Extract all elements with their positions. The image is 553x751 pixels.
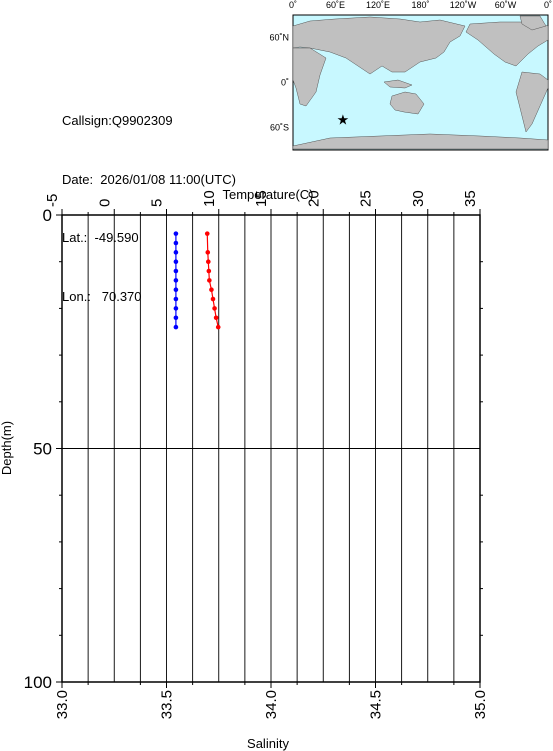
map-lon-label: 120˚W [450,0,477,10]
temperature-data-point [213,315,219,321]
map-lon-label: 0˚ [544,0,552,10]
salinity-data-point [173,259,179,265]
temperature-data-point [209,287,214,293]
top-tick-label: 10 [201,190,218,207]
y-tick-label: 50 [33,440,52,459]
top-tick-label: 20 [305,190,322,207]
callsign-text: Callsign:Q9902309 [62,113,173,128]
date-text: Date: 2026/01/08 11:00(UTC) [62,171,236,187]
top-axis-title: Temperature(C) [222,187,313,202]
salinity-data-point [173,231,179,236]
temperature-data-point [212,306,217,311]
top-tick-label: 0 [96,199,113,207]
land-australia [389,91,425,115]
salinity-data-point [173,287,179,293]
temperature-data-point [210,296,216,302]
map-lon-label: 0˚ [289,0,297,10]
salinity-data-point [173,306,179,311]
temperature-data-point [215,324,221,330]
bottom-tick-label: 33.0 [54,690,71,719]
y-tick-label: 0 [43,206,52,225]
y-tick-label: 100 [24,673,52,692]
map-labels: 0˚ 60˚E 120˚E 180˚ 120˚W 60˚W 0˚ 60˚N 0˚ 60˚S [269,0,552,133]
salinity-data-point [173,250,179,255]
salinity-data-point [173,324,179,330]
temperature-data-point [205,250,211,255]
land-eurasia [292,16,466,75]
map-lat-label: 60˚N [269,33,289,43]
chart-grid [62,215,480,682]
series-layer [173,231,221,330]
land-south-america [515,71,549,133]
top-tick-label: 25 [358,190,375,207]
latitude-text: Lat.: -49.590 [62,230,139,245]
bottom-tick-label: 34.5 [368,690,385,719]
bottom-tick-label: 35.0 [472,690,489,719]
top-tick-label: -5 [44,194,61,207]
top-tick-label: 15 [253,190,270,207]
station-info: Callsign:Q9902309 Date: 2026/01/08 11:00… [62,72,236,326]
y-axis-title: Depth(m) [0,421,14,475]
map-lon-label: 60˚W [495,0,517,10]
location-map: 0˚ 60˚E 120˚E 180˚ 120˚W 60˚W 0˚ 60˚N 0˚ 60˚S ★ [269,0,552,151]
land-antarctica [292,133,549,150]
temperature-profile-line [206,233,219,328]
land-africa [292,47,327,107]
map-lon-label: 120˚E [366,0,390,10]
map-lon-label: 60˚E [326,0,345,10]
salinity-data-point [173,240,179,246]
land-indonesia [383,79,413,89]
salinity-data-point [173,315,179,321]
bottom-tick-label: 34.0 [263,690,280,719]
temperature-data-point [204,231,210,236]
map-lon-label: 180˚ [411,0,429,10]
map-land [292,15,549,150]
top-tick-label: 5 [149,199,166,207]
map-lat-label: 60˚S [270,123,289,133]
temperature-data-point [206,268,212,274]
bottom-axis-title: Salinity [247,736,289,751]
salinity-data-point [173,278,179,283]
top-tick-label: 30 [410,190,427,207]
land-greenland [519,15,547,31]
salinity-data-point [173,268,179,274]
temperature-data-point [206,259,211,265]
salinity-data-point [173,296,179,302]
bottom-tick-label: 33.5 [159,690,176,719]
float-position-marker: ★ [337,112,350,128]
temperature-data-point [207,278,212,283]
longitude-text: Lon.: 70.370 [62,288,142,304]
top-tick-label: 35 [462,190,479,207]
map-lat-label: 0˚ [281,78,289,88]
